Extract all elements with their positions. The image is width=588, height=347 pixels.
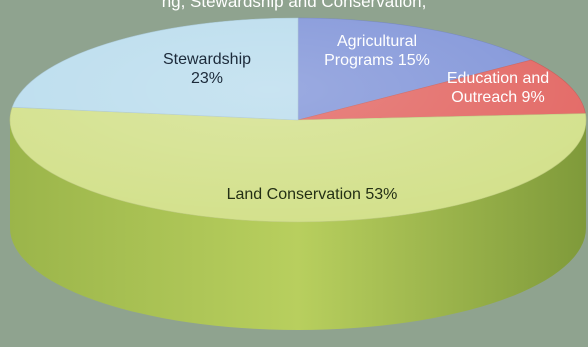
slice-label-education-and-outreach: Education and Outreach 9%: [447, 70, 549, 106]
slice-label-line: Stewardship: [163, 51, 251, 68]
slice-label-line: Land Conservation 53%: [227, 186, 398, 203]
slice-label-line: Agricultural: [337, 33, 417, 50]
slice-label-line: Education and: [447, 70, 549, 87]
slice-label-land-conservation: Land Conservation 53%: [227, 186, 398, 203]
pie-side-land-conservation: [10, 120, 586, 330]
pie-slice-stewardship: [11, 17, 299, 121]
slice-label-stewardship: Stewardship 23%: [163, 51, 251, 87]
slice-label-line: Programs 15%: [324, 52, 430, 69]
slice-label-line: 23%: [191, 70, 223, 87]
slice-label-agricultural-programs: Agricultural Programs 15%: [324, 33, 430, 69]
cropped-header-text: ng, Stewardship and Conservation,: [161, 0, 427, 11]
slice-label-line: Outreach 9%: [451, 89, 544, 106]
pie-labels: Agricultural Programs 15% Education and Out…: [163, 33, 549, 203]
pie-sides: [10, 120, 586, 330]
